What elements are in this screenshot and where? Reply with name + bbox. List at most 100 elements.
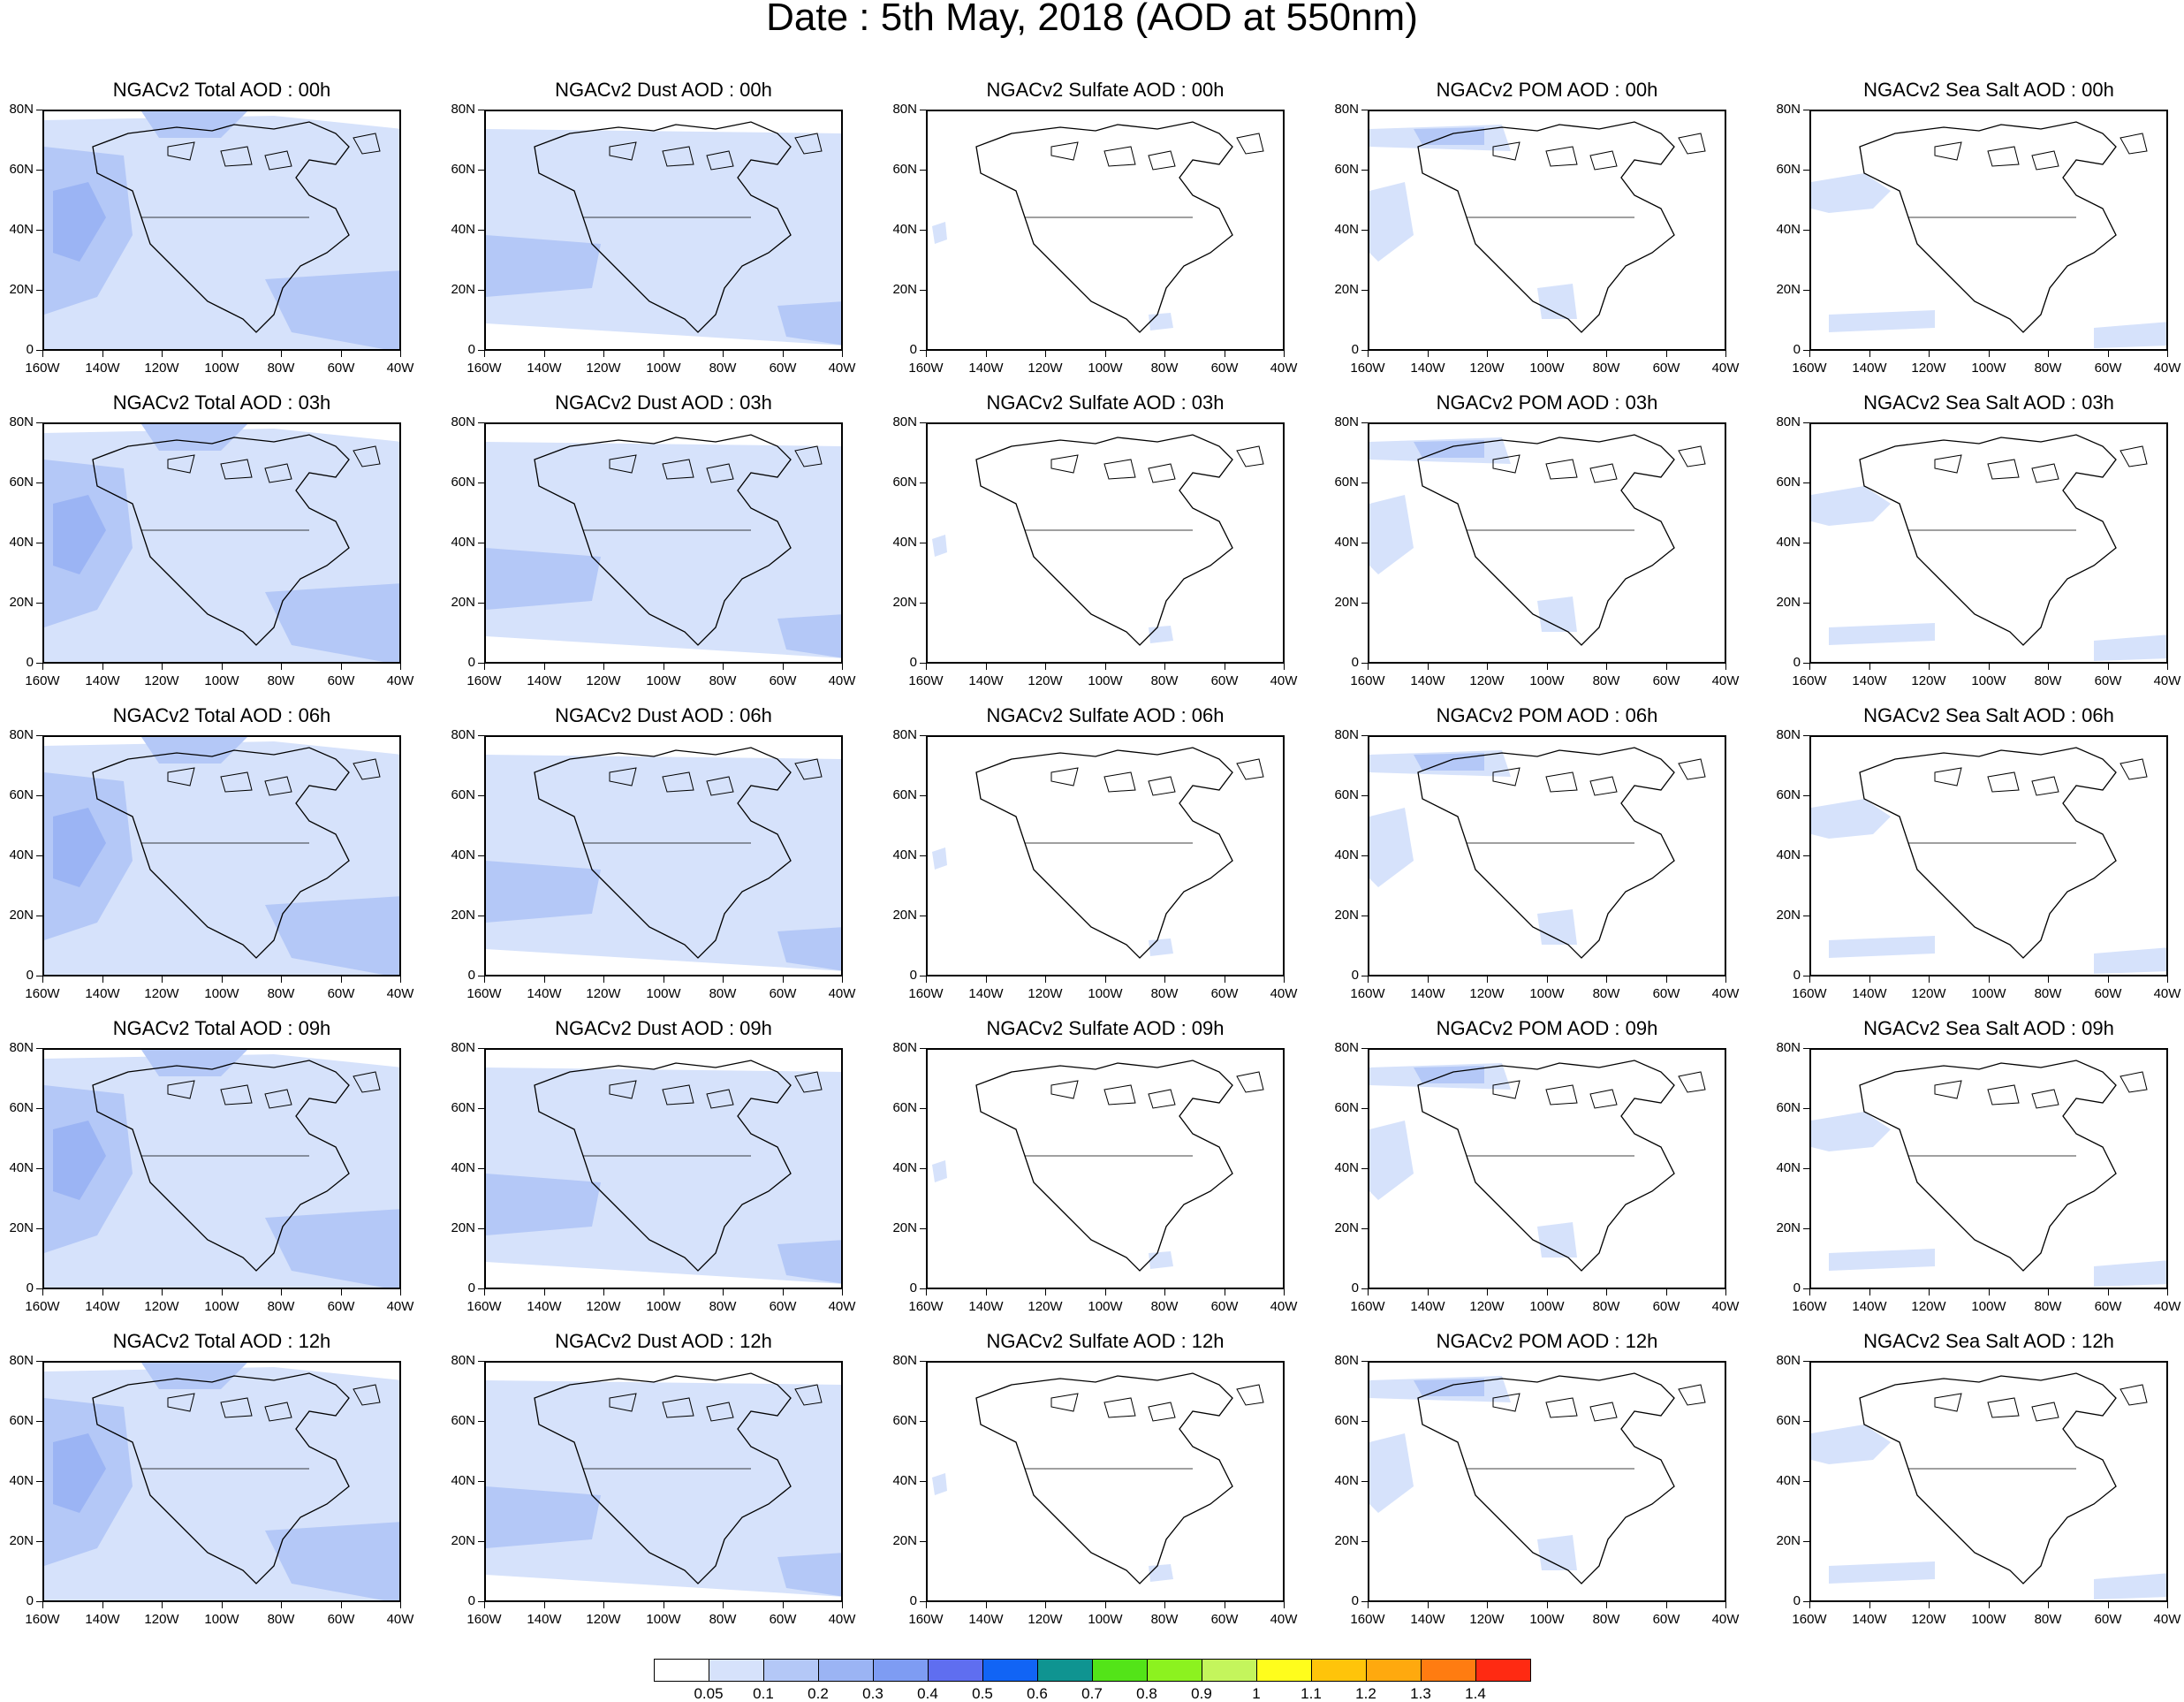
x-tick	[341, 1602, 342, 1608]
x-tick	[603, 976, 604, 983]
y-tick	[36, 1228, 42, 1229]
aod-shading-light	[932, 1160, 947, 1182]
aod-shading-light	[1149, 1564, 1173, 1582]
y-tick-label: 60N	[892, 475, 917, 490]
map-canvas	[1811, 747, 2166, 974]
y-tick-label: 60N	[9, 787, 34, 802]
coastline	[92, 1060, 350, 1272]
x-tick-label: 100W	[204, 1612, 239, 1627]
x-tick-label: 100W	[1971, 1612, 2006, 1627]
coastline	[1859, 434, 2117, 646]
panel-title: NGACv2 Total AOD : 06h	[112, 704, 331, 726]
x-tick-label: 140W	[1852, 361, 1887, 376]
coastline	[975, 121, 1233, 333]
x-tick	[1809, 976, 1810, 983]
x-tick-label: 100W	[646, 1612, 681, 1627]
x-tick-label: 160W	[466, 986, 502, 1001]
x-tick	[1284, 664, 1285, 670]
y-tick-label: 40N	[451, 847, 475, 862]
x-tick	[1368, 1602, 1369, 1608]
x-tick-label: 80W	[709, 1612, 737, 1627]
x-tick	[1869, 976, 1870, 983]
x-tick-label: 40W	[1711, 361, 1740, 376]
y-tick	[1361, 1288, 1368, 1289]
y-tick-label: 80N	[892, 727, 917, 742]
x-tick-label: 160W	[1350, 986, 1385, 1001]
y-tick-label: 0	[1793, 1280, 1801, 1295]
arctic-islands	[1492, 1384, 1706, 1422]
aod-shading-light	[932, 847, 947, 870]
x-tick-label: 40W	[386, 1612, 414, 1627]
y-tick	[36, 230, 42, 231]
y-tick	[920, 1361, 926, 1362]
y-tick	[1803, 290, 1809, 291]
x-tick	[1105, 664, 1106, 670]
y-tick-label: 60N	[9, 475, 34, 490]
x-tick	[162, 664, 163, 670]
x-tick-label: 120W	[144, 1612, 179, 1627]
x-tick	[1105, 976, 1106, 983]
x-tick-label: 100W	[1088, 1299, 1123, 1314]
x-tick-label: 100W	[1529, 361, 1565, 376]
y-tick	[920, 482, 926, 483]
colorbar-label: 1.3	[1410, 1685, 1431, 1702]
x-tick-label: 60W	[2094, 673, 2122, 688]
x-tick-label: 100W	[1088, 986, 1123, 1001]
y-tick-label: 40N	[1334, 222, 1359, 237]
y-tick-label: 60N	[892, 787, 917, 802]
y-tick	[1803, 1108, 1809, 1109]
y-tick-label: 40N	[1334, 1473, 1359, 1488]
y-tick-label: 20N	[892, 1220, 917, 1235]
x-tick	[341, 1289, 342, 1295]
x-tick-label: 40W	[1270, 673, 1298, 688]
y-tick-label: 20N	[451, 908, 475, 923]
y-tick-label: 20N	[9, 595, 34, 610]
x-tick-label: 40W	[2153, 673, 2181, 688]
panel-title: NGACv2 Sulfate AOD : 03h	[986, 391, 1225, 414]
colorbar-swatch	[1037, 1659, 1093, 1682]
aod-shading-medium	[486, 235, 601, 297]
x-tick	[603, 1602, 604, 1608]
x-tick-label: 140W	[968, 361, 1004, 376]
x-tick	[1809, 1602, 1810, 1608]
x-tick	[281, 976, 282, 983]
y-tick-label: 40N	[892, 222, 917, 237]
panel-title: NGACv2 Sulfate AOD : 06h	[986, 704, 1225, 726]
x-tick-label: 160W	[1792, 361, 1827, 376]
x-tick	[162, 1602, 163, 1608]
x-tick-label: 120W	[1911, 1612, 1946, 1627]
x-tick	[842, 351, 843, 357]
x-tick	[1725, 976, 1726, 983]
x-tick-label: 160W	[1350, 361, 1385, 376]
aod-shading-light	[1537, 909, 1577, 945]
colorbar-swatch	[818, 1659, 874, 1682]
x-tick-label: 80W	[267, 1612, 295, 1627]
y-tick	[1361, 170, 1368, 171]
map-frame	[484, 735, 843, 976]
x-tick-label: 60W	[1210, 1299, 1239, 1314]
y-tick	[478, 663, 484, 664]
map-canvas	[1369, 121, 1706, 333]
panel-title: NGACv2 Sea Salt AOD : 09h	[1863, 1017, 2114, 1039]
x-tick	[1164, 976, 1165, 983]
x-tick	[1809, 1289, 1810, 1295]
map-canvas	[44, 1050, 399, 1288]
y-tick	[920, 663, 926, 664]
x-tick-label: 80W	[709, 673, 737, 688]
x-tick	[723, 1289, 724, 1295]
y-tick-label: 60N	[451, 475, 475, 490]
x-tick	[102, 351, 103, 357]
y-tick-label: 0	[1793, 1593, 1801, 1608]
x-tick	[42, 1289, 43, 1295]
x-tick-label: 40W	[2153, 1299, 2181, 1314]
y-tick	[36, 1048, 42, 1049]
map-canvas	[486, 434, 841, 658]
x-tick-label: 100W	[646, 986, 681, 1001]
aod-shading-light	[1537, 1535, 1577, 1570]
x-tick	[1164, 1602, 1165, 1608]
x-tick-label: 40W	[828, 673, 856, 688]
y-tick-label: 80N	[451, 102, 475, 117]
map-frame	[1809, 422, 2168, 664]
x-tick	[723, 664, 724, 670]
x-tick-label: 60W	[769, 1299, 797, 1314]
